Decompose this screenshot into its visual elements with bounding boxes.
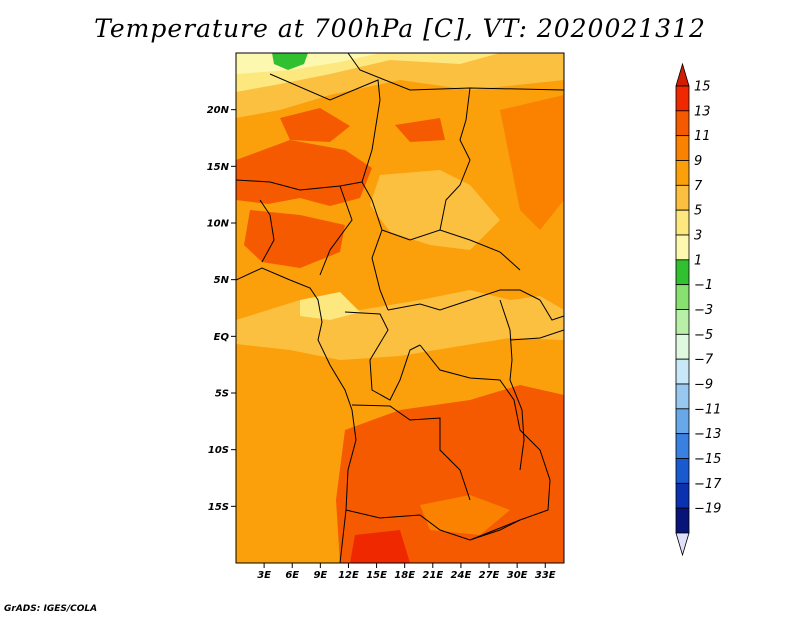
lat-tick-label: 15N xyxy=(207,162,230,173)
colorbar-label: 15 xyxy=(694,80,711,95)
latitude-axis: 20N 15N 10N 5N EQ 5S 10S 15S xyxy=(207,105,236,513)
colorbar-swatch xyxy=(675,160,690,186)
colorbar-label: 11 xyxy=(694,129,711,144)
colorbar: 15 13 11 9 7 5 3 1 −1 −3 −5 −7 −9 −11 −13 −15 −17 −19 xyxy=(675,62,722,557)
lon-tick-label: 6E xyxy=(285,570,299,581)
colorbar-label: 9 xyxy=(694,154,702,169)
colorbar-swatch xyxy=(675,358,690,385)
colorbar-label: −17 xyxy=(694,477,722,492)
colorbar-swatch xyxy=(675,433,690,459)
colorbar-swatch xyxy=(675,383,690,410)
colorbar-label: 1 xyxy=(694,253,702,268)
colorbar-label: 3 xyxy=(694,229,702,244)
colorbar-label: −5 xyxy=(694,328,713,343)
lon-tick-label: 9E xyxy=(313,570,327,581)
colorbar-swatch xyxy=(675,458,690,484)
longitude-axis: 3E 6E 9E 12E 15E 18E 21E 24E 27E 30E 33E xyxy=(257,563,556,581)
colorbar-label: −13 xyxy=(694,427,721,442)
lat-tick-label: 10N xyxy=(207,219,230,230)
colorbar-label: 13 xyxy=(694,104,711,119)
colorbar-swatch xyxy=(675,85,690,112)
colorbar-top-arrow xyxy=(675,62,690,87)
colorbar-swatch xyxy=(675,110,690,137)
colorbar-swatch xyxy=(675,184,690,211)
map-frame xyxy=(235,52,565,564)
lon-tick-label: 27E xyxy=(479,570,500,581)
colorbar-swatch xyxy=(675,135,690,161)
lon-tick-label: 18E xyxy=(394,570,415,581)
colorbar-swatch xyxy=(675,309,690,335)
colorbar-swatch xyxy=(675,333,690,360)
country-borders xyxy=(236,53,564,563)
lat-tick-label: EQ xyxy=(214,332,230,343)
colorbar-label: −19 xyxy=(694,502,721,517)
lon-tick-label: 12E xyxy=(338,570,359,581)
colorbar-label: −9 xyxy=(694,378,713,393)
colorbar-swatch xyxy=(675,507,690,534)
colorbar-bottom-arrow xyxy=(675,532,690,557)
colorbar-swatch xyxy=(675,284,690,310)
lat-tick-label: 10S xyxy=(208,445,229,456)
colorbar-swatch xyxy=(675,408,690,435)
grads-credit: GrADS: IGES/COLA xyxy=(4,604,98,614)
colorbar-label: −11 xyxy=(694,402,721,417)
colorbar-label: −3 xyxy=(694,303,713,318)
lon-tick-label: 21E xyxy=(422,570,443,581)
colorbar-label: −7 xyxy=(694,353,714,368)
lat-tick-label: 20N xyxy=(207,105,230,116)
colorbar-label: 7 xyxy=(694,179,703,194)
lat-tick-label: 5S xyxy=(215,389,229,400)
colorbar-label: 5 xyxy=(694,204,702,219)
colorbar-label: −1 xyxy=(694,278,713,293)
lon-tick-label: 24E xyxy=(451,570,472,581)
colorbar-swatch xyxy=(675,259,690,286)
colorbar-swatch xyxy=(675,482,690,509)
lon-tick-label: 33E xyxy=(535,570,556,581)
lon-tick-label: 15E xyxy=(366,570,387,581)
lon-tick-label: 3E xyxy=(257,570,271,581)
colorbar-swatch xyxy=(675,209,690,236)
lon-tick-label: 30E xyxy=(507,570,528,581)
lat-tick-label: 15S xyxy=(208,502,229,513)
colorbar-label: −15 xyxy=(694,452,721,467)
map-title: Temperature at 700hPa [C], VT: 202002131… xyxy=(94,14,706,43)
colorbar-swatch xyxy=(675,234,690,261)
lat-tick-label: 5N xyxy=(214,275,230,286)
